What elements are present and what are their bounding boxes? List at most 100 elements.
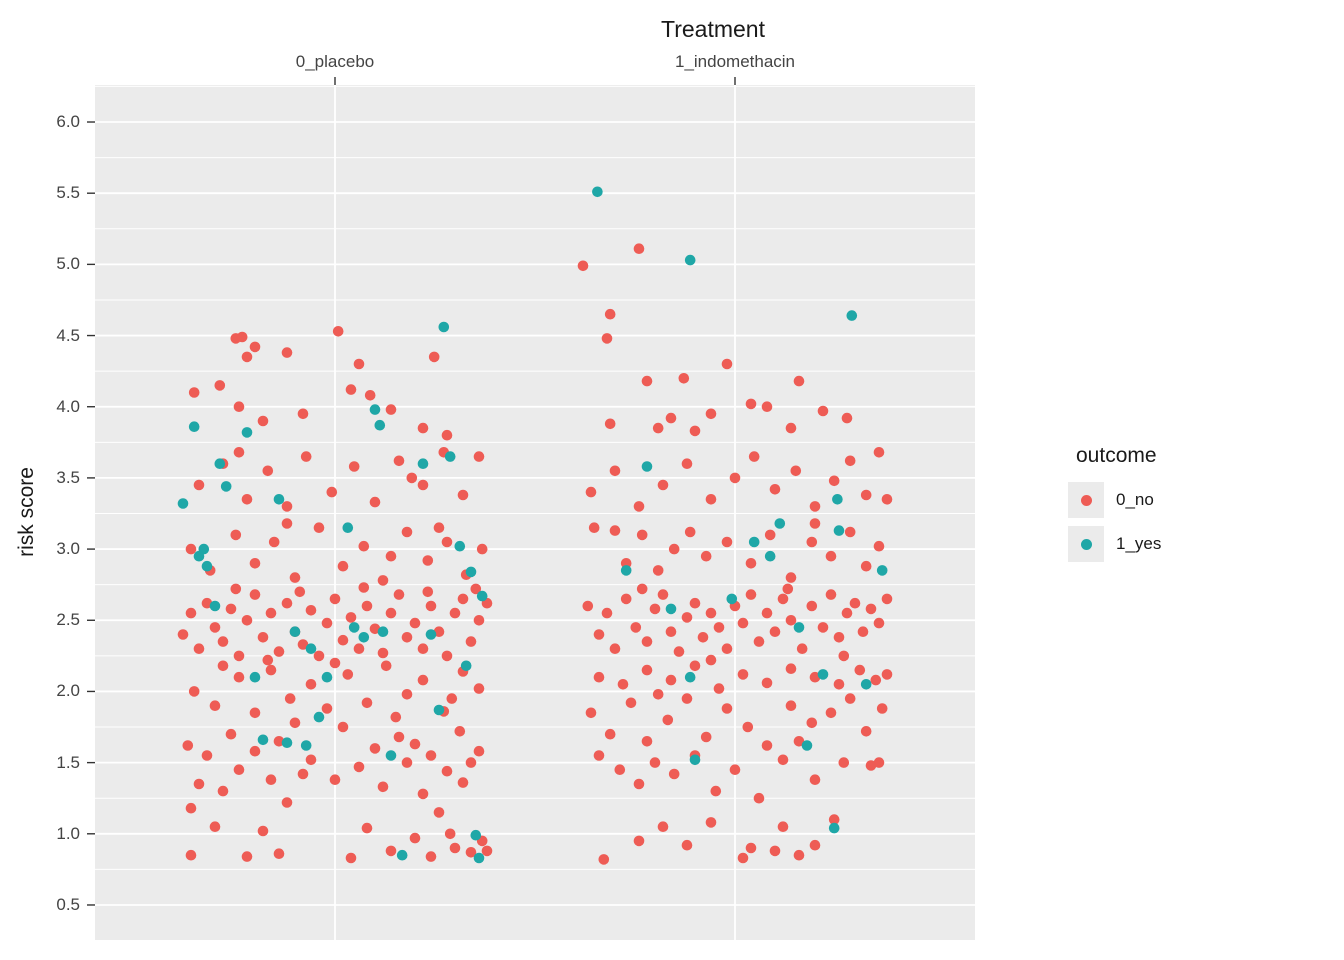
data-point bbox=[273, 848, 285, 859]
legend-entry-0-no: 0_no bbox=[1068, 482, 1258, 518]
data-point bbox=[220, 481, 232, 492]
data-point bbox=[185, 802, 197, 814]
data-point bbox=[630, 622, 642, 633]
data-point bbox=[329, 774, 341, 785]
data-point bbox=[684, 671, 696, 683]
data-point bbox=[846, 310, 858, 321]
data-point bbox=[777, 593, 789, 605]
data-point bbox=[652, 422, 664, 434]
data-point bbox=[313, 711, 325, 723]
data-point bbox=[636, 529, 648, 541]
data-point bbox=[409, 738, 421, 750]
data-point bbox=[844, 693, 856, 704]
data-point bbox=[284, 693, 296, 704]
data-point bbox=[841, 412, 853, 424]
data-point bbox=[710, 785, 722, 797]
data-point bbox=[329, 657, 341, 669]
data-point bbox=[185, 607, 197, 619]
data-point bbox=[369, 404, 381, 415]
data-point bbox=[273, 736, 285, 747]
data-point bbox=[657, 821, 669, 832]
data-point bbox=[297, 768, 309, 780]
legend-title: outcome bbox=[1076, 444, 1157, 467]
data-point bbox=[748, 536, 760, 548]
y-tick-label: 3.0 bbox=[56, 539, 80, 559]
data-point bbox=[806, 600, 818, 612]
data-point bbox=[681, 458, 693, 470]
data-point bbox=[841, 607, 853, 619]
data-point bbox=[649, 757, 661, 768]
data-point bbox=[393, 455, 405, 467]
data-point bbox=[273, 646, 285, 657]
data-point bbox=[828, 814, 840, 825]
data-point bbox=[377, 647, 389, 659]
y-tick-label: 6.0 bbox=[56, 112, 80, 131]
data-point bbox=[668, 543, 680, 555]
data-point bbox=[364, 390, 376, 401]
data-point bbox=[457, 777, 469, 788]
data-point bbox=[473, 615, 485, 626]
data-point bbox=[793, 375, 805, 387]
data-point bbox=[796, 643, 808, 654]
data-point bbox=[217, 660, 229, 672]
data-point bbox=[614, 764, 626, 775]
data-point bbox=[665, 674, 677, 686]
data-point bbox=[665, 603, 677, 615]
y-tick-label: 4.0 bbox=[56, 396, 80, 416]
data-point bbox=[854, 664, 866, 676]
data-point bbox=[764, 529, 776, 541]
data-point bbox=[385, 607, 397, 619]
data-point bbox=[764, 550, 776, 562]
data-point bbox=[249, 671, 261, 683]
data-point bbox=[876, 565, 888, 576]
data-point bbox=[241, 615, 253, 626]
data-point bbox=[281, 518, 293, 529]
data-point bbox=[422, 555, 434, 566]
data-point bbox=[342, 669, 354, 680]
data-point bbox=[425, 750, 437, 761]
data-point bbox=[593, 629, 605, 640]
data-point bbox=[721, 358, 733, 370]
data-point bbox=[721, 703, 733, 714]
data-point bbox=[257, 825, 269, 837]
data-point bbox=[633, 243, 645, 254]
data-point bbox=[348, 461, 360, 472]
data-point bbox=[745, 398, 757, 410]
data-point bbox=[825, 707, 837, 719]
data-point bbox=[465, 757, 477, 768]
data-point bbox=[604, 418, 616, 430]
data-point bbox=[681, 612, 693, 623]
data-point bbox=[665, 412, 677, 424]
data-point bbox=[849, 597, 861, 609]
data-point bbox=[265, 664, 277, 676]
data-point bbox=[193, 550, 205, 562]
data-point bbox=[876, 703, 888, 714]
data-point bbox=[689, 754, 701, 766]
data-point bbox=[652, 565, 664, 576]
data-point bbox=[425, 629, 437, 640]
data-point bbox=[865, 760, 877, 771]
data-point bbox=[193, 643, 205, 654]
data-point bbox=[681, 839, 693, 851]
data-point bbox=[329, 593, 341, 605]
data-point bbox=[473, 852, 485, 864]
data-point bbox=[361, 600, 373, 612]
data-point bbox=[873, 447, 885, 458]
data-point bbox=[689, 425, 701, 437]
data-point bbox=[297, 639, 309, 650]
data-point bbox=[588, 522, 600, 533]
data-point bbox=[305, 679, 317, 690]
data-point bbox=[700, 731, 712, 743]
data-point bbox=[353, 358, 365, 370]
data-point bbox=[401, 526, 413, 538]
data-point bbox=[873, 540, 885, 552]
data-point bbox=[441, 536, 453, 548]
data-point bbox=[401, 689, 413, 700]
data-point bbox=[673, 646, 685, 657]
data-point bbox=[593, 750, 605, 761]
data-point bbox=[433, 626, 445, 637]
legend-label: 0_no bbox=[1116, 490, 1154, 509]
data-point bbox=[742, 721, 754, 733]
legend: outcome 0_no 1_yes bbox=[1068, 444, 1258, 570]
data-point bbox=[326, 486, 338, 498]
